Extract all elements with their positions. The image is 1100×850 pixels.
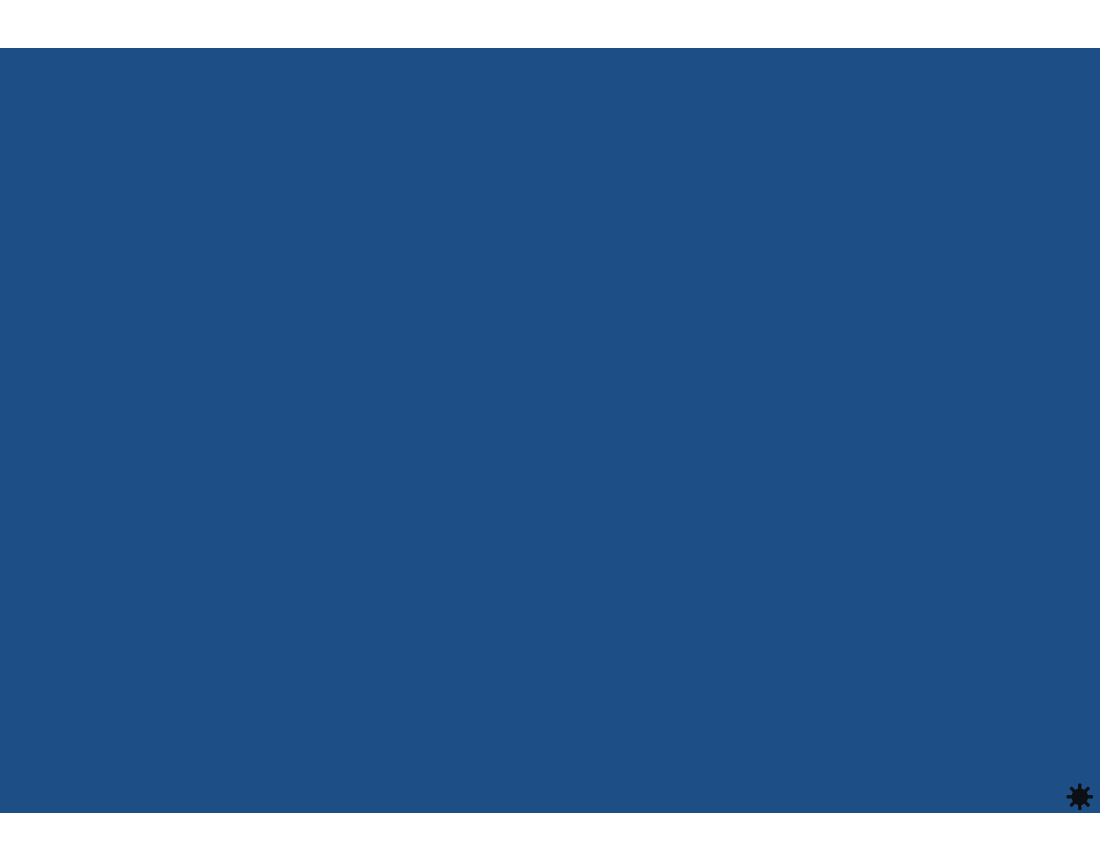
temperature-raster <box>0 48 1100 813</box>
colorbar-gradient[interactable] <box>12 834 1088 846</box>
pivotal-weather-logo <box>1066 771 1094 813</box>
colorbar-tick-labels <box>0 813 1100 833</box>
header-bar <box>0 0 1100 48</box>
colorbar <box>0 813 1100 850</box>
gear-icon <box>1066 783 1094 811</box>
temperature-field <box>0 48 1100 813</box>
map-viewport[interactable] <box>0 48 1100 813</box>
